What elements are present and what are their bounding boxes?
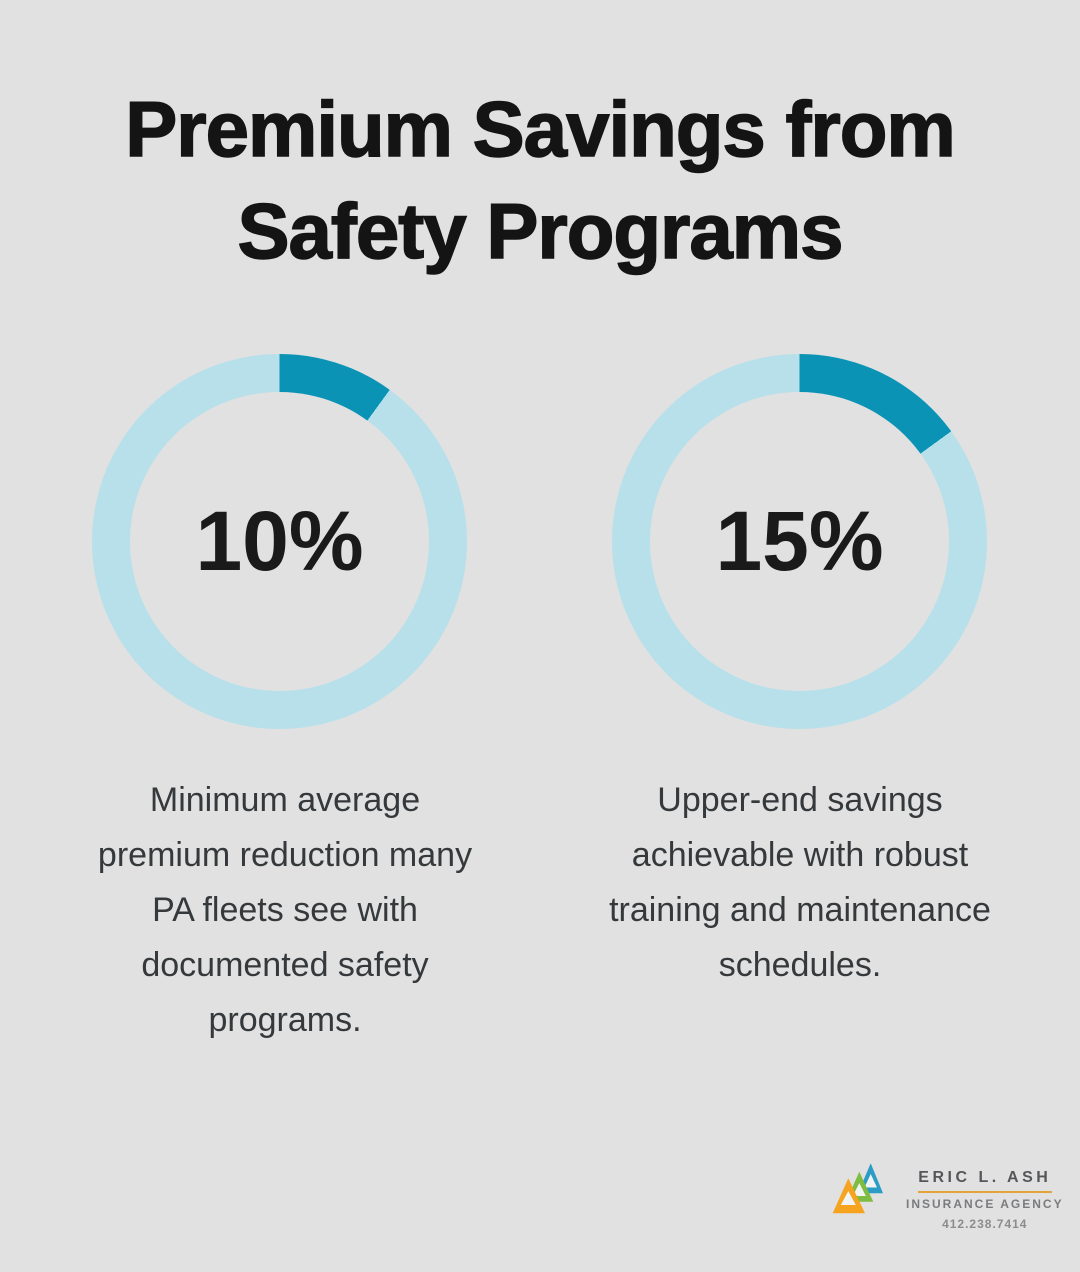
donut-chart-minimum-savings: 10% <box>92 354 467 729</box>
mountain-green-snowcap <box>852 1183 866 1196</box>
logo-text-block: ERIC L. ASH INSURANCE AGENCY 412.238.741… <box>906 1160 1064 1231</box>
donut-chart-upper-end-savings: 15% <box>612 354 987 729</box>
mountain-blue-snowcap <box>864 1174 877 1188</box>
logo-phone-number: 412.238.7414 <box>942 1217 1028 1231</box>
donut-caption-minimum-savings: Minimum average premium reduction many P… <box>97 781 473 1039</box>
footer-logo: ERIC L. ASH INSURANCE AGENCY 412.238.741… <box>830 1160 1064 1231</box>
logo-divider <box>917 1191 1052 1193</box>
mountains-logo-icon <box>832 1163 883 1214</box>
logo-agency-subtitle: INSURANCE AGENCY <box>906 1197 1064 1211</box>
donut-value-label: 15% <box>715 494 884 588</box>
mountain-orange-snowcap <box>840 1191 856 1205</box>
donut-hole: 15% <box>650 392 949 691</box>
donut-caption-upper-end-savings: Upper-end savings achievable with robust… <box>609 781 991 984</box>
donut-hole: 10% <box>130 392 429 691</box>
page-title: Premium Savings from Safety Programs <box>124 84 956 276</box>
logo-agency-name: ERIC L. ASH <box>918 1169 1052 1186</box>
donut-value-label: 10% <box>195 494 364 588</box>
